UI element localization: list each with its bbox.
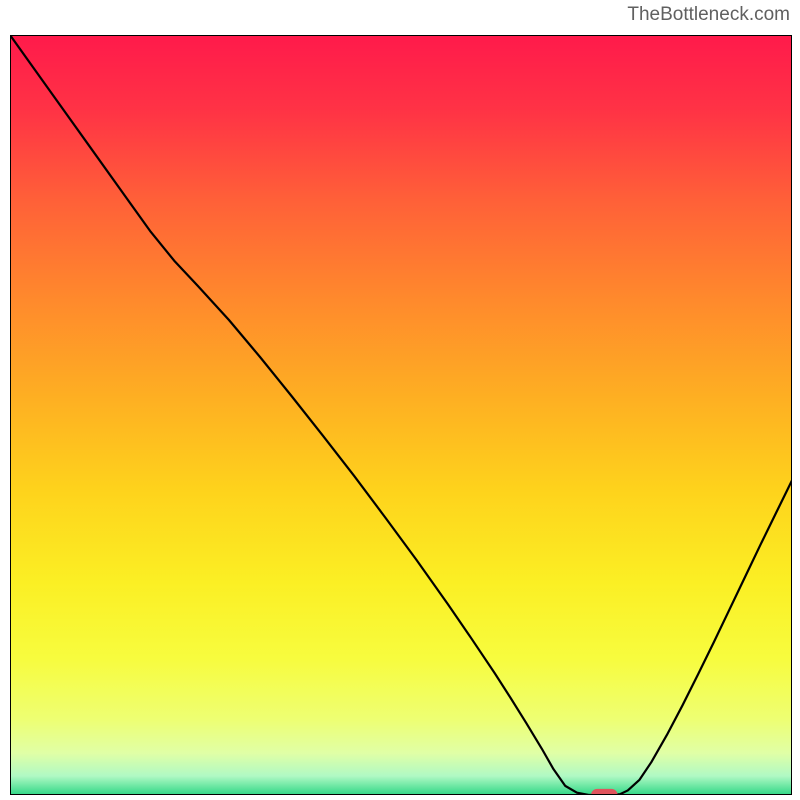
bottleneck-chart [10,35,792,795]
plot-background [10,35,792,795]
watermark-text: TheBottleneck.com [627,4,790,26]
chart-container: { "watermark": { "text": "TheBottleneck.… [0,0,800,800]
